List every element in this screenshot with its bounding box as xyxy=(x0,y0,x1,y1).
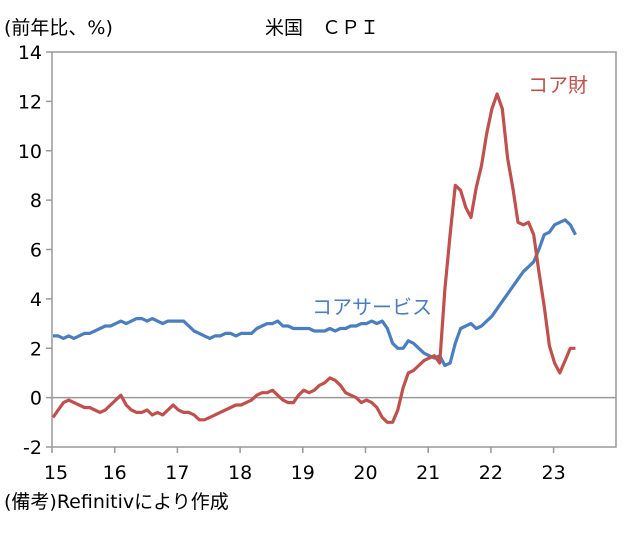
x-tick-label: 20 xyxy=(353,462,377,484)
y-tick-label: 10 xyxy=(18,141,42,163)
x-tick-label: 19 xyxy=(291,462,315,484)
core-services-line xyxy=(53,218,577,368)
x-tick-label: 21 xyxy=(416,462,440,484)
y-tick-label: -2 xyxy=(23,437,42,459)
y-tick-label: 4 xyxy=(30,289,42,311)
y-tick-label: 12 xyxy=(18,91,42,113)
y-tick-label: 8 xyxy=(30,190,42,212)
x-tick-label: 23 xyxy=(542,462,566,484)
series-label-core-goods: コア財 xyxy=(528,73,588,97)
y-tick-label: 6 xyxy=(30,240,42,262)
x-tick-label: 18 xyxy=(228,462,252,484)
x-tick-label: 22 xyxy=(479,462,503,484)
core-goods-line xyxy=(51,92,576,424)
x-tick-label: 15 xyxy=(44,462,68,484)
y-tick-label: 0 xyxy=(30,388,42,410)
y-tick-label: 14 xyxy=(18,42,42,64)
plot-frame xyxy=(51,51,617,448)
x-tick-label: 16 xyxy=(103,462,127,484)
footer-note: (備考)Refinitivにより作成 xyxy=(4,491,229,513)
series-label-core-services: コアサービス xyxy=(312,295,432,319)
y-tick-label: 2 xyxy=(30,338,42,360)
chart-title: 米国 ＣＰＩ xyxy=(265,17,379,39)
y-axis-label: (前年比、%) xyxy=(4,17,113,39)
x-tick-label: 17 xyxy=(165,462,189,484)
